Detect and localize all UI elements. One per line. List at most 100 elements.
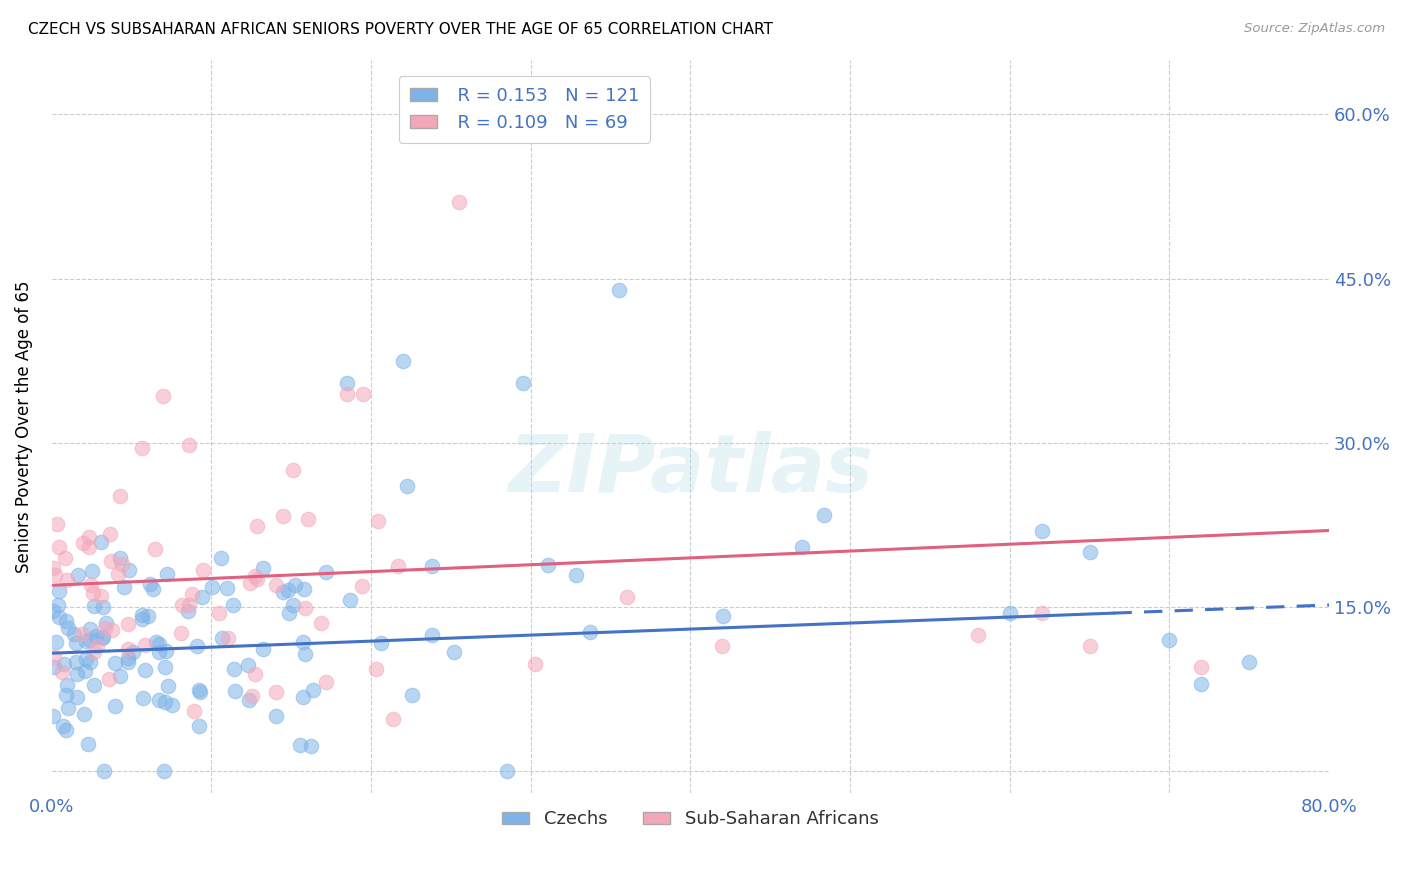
Point	[186, 639, 208, 653]
Point	[55, 688, 77, 702]
Point	[224, 684, 246, 698]
Point	[98, 527, 121, 541]
Point	[292, 582, 315, 597]
Point	[1237, 655, 1260, 669]
Point	[65, 656, 87, 670]
Point	[76, 737, 98, 751]
Point	[93, 620, 115, 634]
Point	[156, 567, 179, 582]
Point	[291, 635, 314, 649]
Point	[607, 283, 630, 297]
Point	[67, 567, 90, 582]
Point	[152, 389, 174, 403]
Point	[51, 665, 73, 680]
Point	[41, 709, 63, 723]
Point	[222, 662, 245, 676]
Point	[339, 593, 361, 607]
Point	[56, 574, 79, 588]
Point	[48, 584, 70, 599]
Point	[79, 622, 101, 636]
Point	[42, 604, 65, 618]
Point	[187, 719, 209, 733]
Point	[352, 579, 374, 593]
Point	[277, 606, 299, 620]
Point	[91, 600, 114, 615]
Point	[294, 647, 316, 661]
Point	[42, 660, 65, 674]
Point	[110, 489, 132, 503]
Point	[117, 616, 139, 631]
Point	[352, 386, 374, 401]
Point	[86, 639, 108, 653]
Point	[443, 645, 465, 659]
Point	[238, 693, 260, 707]
Point	[75, 634, 97, 648]
Point	[90, 589, 112, 603]
Point	[177, 598, 200, 612]
Point	[273, 585, 295, 599]
Point	[183, 704, 205, 718]
Point	[813, 508, 835, 522]
Point	[90, 631, 112, 645]
Point	[315, 566, 337, 580]
Point	[447, 194, 470, 209]
Point	[42, 560, 65, 574]
Point	[264, 578, 287, 592]
Point	[80, 578, 103, 592]
Point	[1031, 606, 1053, 620]
Point	[117, 655, 139, 669]
Point	[44, 567, 66, 582]
Point	[56, 700, 79, 714]
Point	[180, 587, 202, 601]
Point	[512, 376, 534, 390]
Point	[112, 580, 135, 594]
Point	[711, 609, 734, 624]
Point	[217, 631, 239, 645]
Point	[138, 577, 160, 591]
Point	[792, 540, 814, 554]
Point	[221, 598, 243, 612]
Point	[131, 441, 153, 455]
Point	[108, 669, 131, 683]
Point	[420, 559, 443, 574]
Point	[966, 627, 988, 641]
Point	[246, 519, 269, 533]
Point	[208, 606, 231, 620]
Point	[579, 625, 602, 640]
Point	[243, 667, 266, 681]
Point	[264, 709, 287, 723]
Point	[98, 672, 121, 686]
Point	[63, 627, 86, 641]
Point	[1189, 677, 1212, 691]
Point	[281, 463, 304, 477]
Point	[395, 479, 418, 493]
Point	[66, 666, 89, 681]
Point	[370, 636, 392, 650]
Point	[117, 651, 139, 665]
Point	[93, 764, 115, 779]
Point	[52, 718, 75, 732]
Point	[136, 609, 159, 624]
Point	[91, 630, 114, 644]
Point	[156, 679, 179, 693]
Point	[297, 512, 319, 526]
Point	[84, 629, 107, 643]
Point	[524, 657, 547, 671]
Point	[48, 610, 70, 624]
Point	[143, 541, 166, 556]
Text: Source: ZipAtlas.com: Source: ZipAtlas.com	[1244, 22, 1385, 36]
Point	[52, 657, 75, 672]
Point	[998, 606, 1021, 620]
Point	[188, 683, 211, 698]
Point	[211, 632, 233, 646]
Point	[56, 678, 79, 692]
Point	[299, 739, 322, 754]
Point	[148, 693, 170, 707]
Point	[153, 764, 176, 779]
Point	[387, 559, 409, 574]
Point	[1189, 660, 1212, 674]
Point	[122, 645, 145, 659]
Point	[284, 578, 307, 592]
Point	[281, 598, 304, 612]
Point	[55, 723, 77, 737]
